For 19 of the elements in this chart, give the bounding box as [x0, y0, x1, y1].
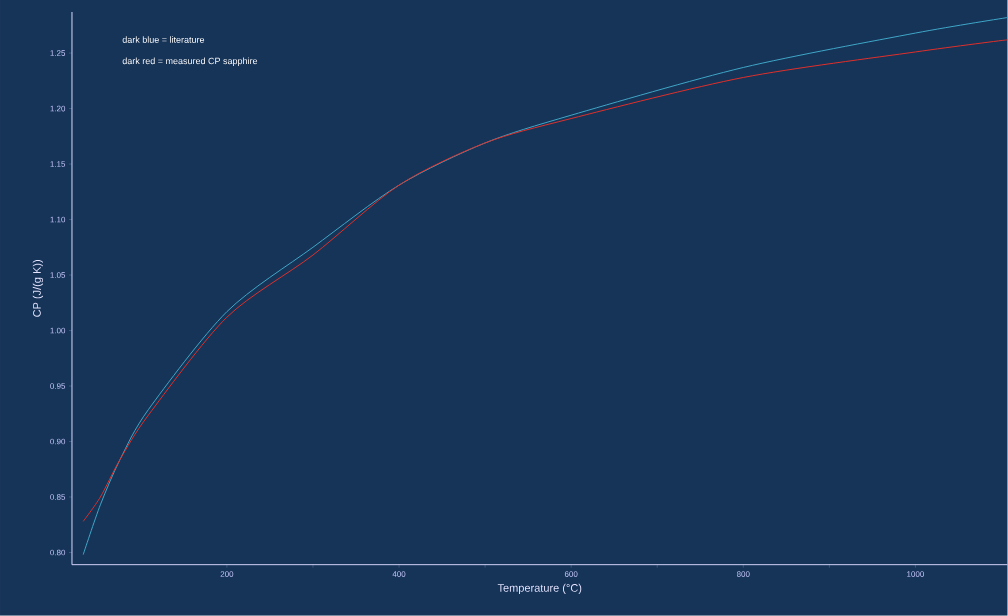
y-tick-label: 0.85 — [50, 494, 66, 500]
y-tick-label: 1.00 — [50, 327, 66, 334]
annotation: dark blue = literature — [122, 36, 205, 44]
x-axis-title: Temperature (°C) — [497, 583, 582, 595]
y-axis-title: CP (J/(g K)) — [32, 260, 44, 317]
x-tick-label: 600 — [564, 571, 578, 578]
x-tick-label: 200 — [220, 571, 234, 578]
y-tick-label: 0.90 — [50, 438, 66, 445]
x-tick-label: 1000 — [907, 571, 924, 578]
y-tick-label: 1.15 — [50, 161, 66, 167]
y-tick-label: 1.05 — [50, 272, 66, 279]
y-tick-label: 1.20 — [50, 105, 66, 112]
annotation: dark red = measured CP sapphire — [122, 57, 258, 67]
x-tick-label: 400 — [392, 571, 406, 578]
y-tick-label: 1.25 — [50, 50, 66, 57]
y-tick-label: 0.80 — [50, 549, 66, 556]
y-tick-label: 0.95 — [50, 383, 66, 390]
x-tick-label: 800 — [736, 571, 750, 578]
y-tick-label: 1.10 — [50, 216, 66, 223]
